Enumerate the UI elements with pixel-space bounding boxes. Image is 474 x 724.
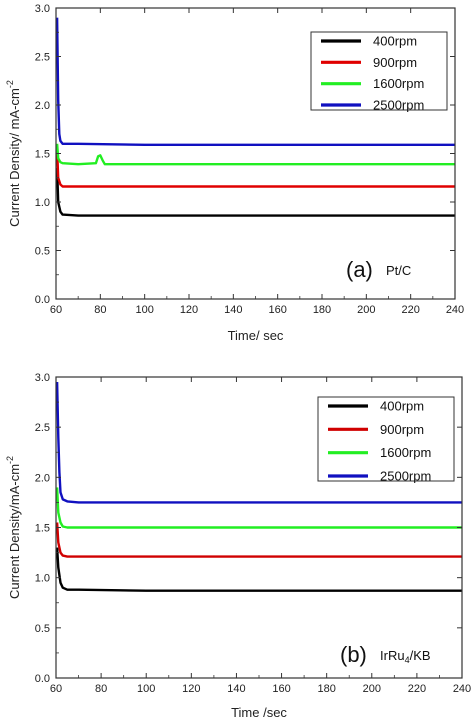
- chart-svg-b: 60 80 100 120 140 160 180 200 220 240 0.0 0.5 1.0 1.5…: [5, 372, 471, 720]
- chart-a-legend-label-1600rpm: 1600rpm: [373, 76, 424, 91]
- chart-b-x-tick-label: 140: [227, 683, 245, 695]
- chart-a-annotation: Pt/C: [386, 263, 411, 278]
- chart-b-y-tick-label: 1.0: [35, 573, 50, 585]
- chart-a-legend-box: [310, 31, 448, 111]
- chart-a-y-tick-label: 0.0: [35, 294, 50, 306]
- chart-b-x-tick-label: 120: [182, 683, 200, 695]
- chart-b-annotation-sub: 4: [405, 655, 410, 665]
- chart-b-y-tick-label: 2.0: [35, 472, 50, 484]
- chart-a-series-line-2500rpm: [55, 17, 455, 147]
- chart-b-series-line-2500rpm: [55, 381, 462, 504]
- chart-b-series-line-900rpm: [55, 522, 462, 558]
- chart-b-y-tick-label: 0.5: [35, 623, 50, 635]
- chart-b-annotation: IrRu4/KB: [380, 648, 431, 665]
- chart-a-y-axis-title: Current Density/ mA-cm-2: [5, 80, 22, 227]
- chart-a-x-tick-label: 60: [50, 304, 62, 316]
- chart-b-legend-label-400rpm: 400rpm: [380, 399, 424, 414]
- chart-a-series-line-400rpm: [55, 167, 455, 217]
- chart-a-y-tick-label: 2.5: [35, 52, 50, 64]
- chart-b-y-axis-title-sup: -2: [5, 456, 15, 464]
- chart-b-x-tick-label: 160: [272, 683, 290, 695]
- chart-a-legend-label-400rpm: 400rpm: [373, 34, 417, 49]
- chart-b-annotation-suffix: /KB: [410, 648, 431, 663]
- chart-b-x-tick-label: 220: [408, 683, 426, 695]
- chart-b-legend-label-2500rpm: 2500rpm: [380, 469, 431, 484]
- chart-a-x-tick-label: 100: [135, 304, 153, 316]
- chart-b-legend-label-1600rpm: 1600rpm: [380, 445, 431, 460]
- chart-b-legend: 400rpm 900rpm 1600rpm 2500rpm: [317, 396, 455, 484]
- chart-b-y-axis-title: Current Density/mA-cm-2: [5, 456, 22, 599]
- chart-a-y-axis-title-sup: -2: [5, 80, 15, 88]
- chart-a-legend-label-900rpm: 900rpm: [373, 55, 417, 70]
- chart-a-legend: 400rpm 900rpm 1600rpm 2500rpm: [310, 31, 448, 113]
- chart-b-x-tick-label: 180: [317, 683, 335, 695]
- chart-panel-a: 60 80 100 120 140 160 180 200 220 240 0.0 0.5 1.0 1.5…: [5, 3, 464, 343]
- chart-b-y-tick-label: 1.5: [35, 523, 50, 535]
- chart-b-y-tick-label: 2.5: [35, 422, 50, 434]
- chart-a-x-axis-title: Time/ sec: [228, 328, 284, 343]
- chart-a-y-tick-label: 1.0: [35, 197, 50, 209]
- chart-a-panel-label: (a): [346, 257, 373, 282]
- chart-a-y-tick-label: 3.0: [35, 3, 50, 15]
- chart-b-panel-label: (b): [340, 642, 367, 667]
- chart-a-x-tick-label: 200: [357, 304, 375, 316]
- chart-a-x-tick-label: 160: [268, 304, 286, 316]
- chart-b-x-axis-title: Time /sec: [231, 705, 287, 720]
- chart-b-x-tick-label: 100: [137, 683, 155, 695]
- chart-panel-b: 60 80 100 120 140 160 180 200 220 240 0.0 0.5 1.0 1.5…: [0, 362, 474, 724]
- chart-b-series-line-400rpm: [55, 547, 462, 592]
- chart-b-y-tick-label: 0.0: [35, 673, 50, 685]
- chart-a-x-tick-label: 180: [313, 304, 331, 316]
- chart-a-series-line-1600rpm: [55, 143, 455, 166]
- chart-b-annotation-main: IrRu: [380, 648, 405, 663]
- chart-svg-a: 60 80 100 120 140 160 180 200 220 240 0.0 0.5 1.0 1.5…: [5, 3, 464, 343]
- chart-a-legend-label-2500rpm: 2500rpm: [373, 98, 424, 113]
- chart-b-x-tick-label: 240: [453, 683, 471, 695]
- chart-a-x-tick-label: 120: [180, 304, 198, 316]
- chart-a-annotation-main: Pt/C: [386, 263, 411, 278]
- chart-a-series-line-900rpm: [55, 148, 455, 188]
- chart-a-x-tick-label: 80: [94, 304, 106, 316]
- chart-a-x-tick-label: 220: [401, 304, 419, 316]
- chart-b-y-axis-title-main: Current Density/mA-cm: [7, 464, 22, 599]
- chart-a-y-tick-label: 0.5: [35, 246, 50, 258]
- chart-b-x-tick-label: 80: [95, 683, 107, 695]
- chart-a-x-tick-label: 140: [224, 304, 242, 316]
- chart-b-x-tick-label: 60: [50, 683, 62, 695]
- chart-b-legend-label-900rpm: 900rpm: [380, 422, 424, 437]
- chart-b-legend-box: [317, 396, 455, 482]
- chart-a-x-tick-label: 240: [446, 304, 464, 316]
- chart-b-series-line-1600rpm: [55, 487, 462, 529]
- chart-b-x-tick-label: 200: [363, 683, 381, 695]
- chart-a-y-tick-label: 1.5: [35, 149, 50, 161]
- chart-a-y-axis-title-main: Current Density/ mA-cm: [7, 88, 22, 227]
- chart-a-y-tick-label: 2.0: [35, 100, 50, 112]
- chart-b-y-tick-label: 3.0: [35, 372, 50, 384]
